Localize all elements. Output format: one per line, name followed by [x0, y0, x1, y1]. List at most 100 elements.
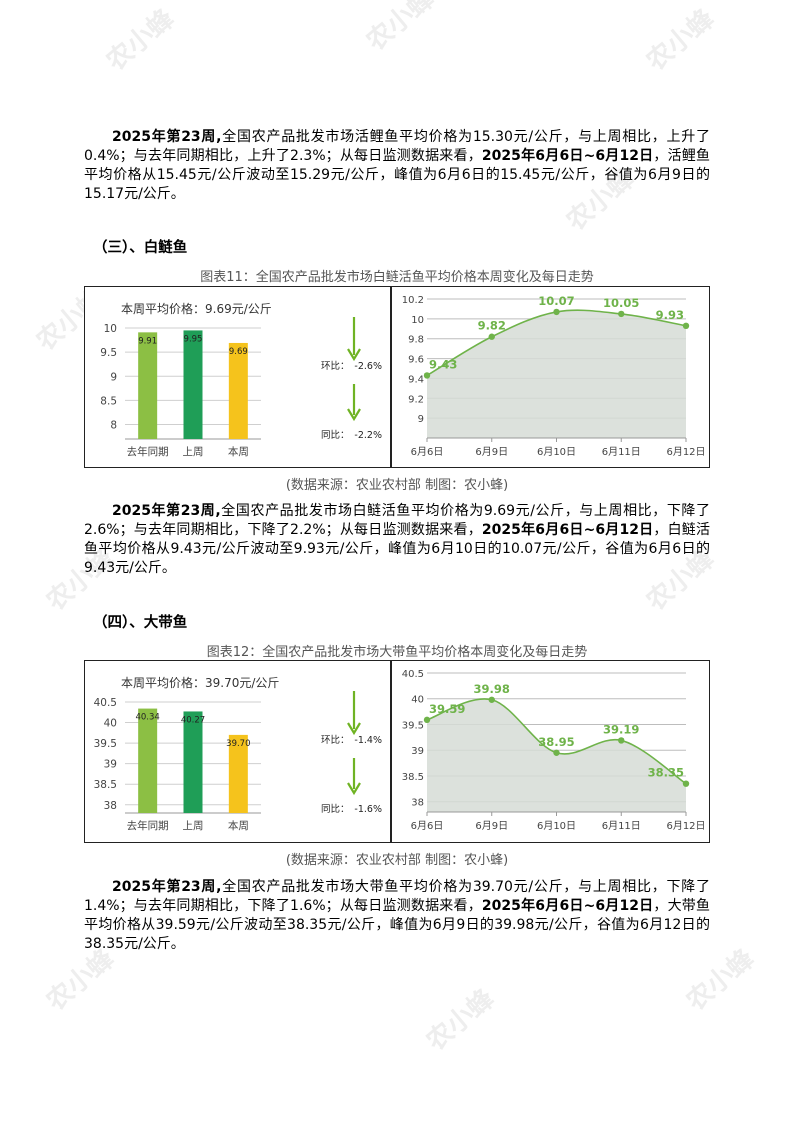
change-label: 同比：	[321, 429, 350, 441]
x-tick-label: 6月9日	[475, 446, 508, 458]
bar	[138, 708, 158, 813]
change-label: 环比：	[321, 360, 350, 372]
data-point	[682, 322, 690, 330]
y-tick-label: 38.5	[402, 772, 424, 783]
data-point	[488, 696, 495, 703]
bar	[183, 711, 203, 813]
data-point	[682, 780, 690, 787]
y-tick-label: 39	[411, 746, 424, 757]
y-tick-label: 40.5	[94, 697, 117, 709]
section-heading-silver-carp: （三）、白鲢鱼	[93, 240, 188, 256]
source-note: (数据来源：农业农村部 制图：农小蜂)	[285, 478, 509, 493]
para-text: ，活鲤鱼平均价格从15.45元/公斤波动至15.29元/公斤，峰值为6月6日的1…	[84, 148, 711, 202]
x-tick-label: 6月10日	[537, 820, 576, 832]
paragraph-silver-carp: 2025年第23周,全国农产品批发市场白鲢活鱼平均价格为9.69元/公斤，与上周…	[84, 502, 710, 578]
x-tick-label: 6月11日	[602, 820, 641, 832]
bar-value-label: 40.34	[135, 713, 159, 723]
bar	[138, 332, 158, 439]
y-tick-label: 9	[110, 371, 117, 383]
x-tick-label: 上周	[183, 820, 204, 832]
y-tick-label: 38	[104, 800, 117, 812]
bar-panel-hairtail: 本周平均价格：39.70元/公斤 38 38.5 39 39.5 40 40.5 40.34 去…	[84, 660, 391, 843]
x-tick-label: 去年同期	[127, 819, 169, 832]
data-value-label: 9.93	[656, 308, 684, 322]
arrow-head-icon	[347, 782, 361, 796]
data-value-label: 10.07	[538, 294, 574, 308]
para-text: ，大带鱼平均价格从39.59元/公斤波动至38.35元/公斤，峰值为6月9日的3…	[84, 898, 711, 952]
y-tick-label: 9.6	[408, 355, 424, 366]
bar	[228, 342, 248, 439]
y-tick-label: 9.4	[408, 374, 424, 385]
arrow-head-icon	[347, 408, 361, 422]
arrow-head-icon	[347, 348, 361, 362]
bar-value-label: 9.91	[138, 336, 157, 346]
y-tick-label: 9.8	[408, 335, 424, 346]
area-chart-hairtail: 38 38.5 39 39.5 40 40.5 39.59 6月6日 39.98 6月9日 38.9…	[402, 669, 706, 832]
bar	[183, 330, 203, 439]
x-tick-label: 6月6日	[411, 446, 444, 458]
data-value-label: 38.95	[538, 735, 574, 749]
data-value-label: 39.98	[474, 682, 510, 696]
data-value-label: 10.05	[603, 296, 639, 310]
para-text: ，白鲢活鱼平均价格从9.43元/公斤波动至9.93元/公斤，峰值为6月10日的1…	[84, 522, 711, 576]
x-tick-label: 6月12日	[666, 820, 705, 832]
y-tick-label: 9	[418, 414, 424, 425]
change-value: -2.6%	[354, 361, 382, 372]
change-value: -1.6%	[354, 804, 382, 815]
y-tick-label: 40	[411, 695, 424, 706]
chart-caption-11: 图表11：全国农产品批发市场白鲢活鱼平均价格本周变化及每日走势	[200, 270, 594, 285]
x-tick-label: 6月6日	[411, 820, 444, 832]
area-chart-silver-carp: 9 9.2 9.4 9.6 9.8 10 10.2 9.43 6月6日 9.82 6月9日 10.07…	[402, 294, 706, 458]
arrow-head-icon	[347, 722, 361, 736]
y-tick-label: 39.5	[402, 720, 424, 731]
bar-chart-hairtail: 本周平均价格：39.70元/公斤 38 38.5 39 39.5 40 40.5 40.34 去…	[94, 675, 382, 832]
y-tick-label: 38.5	[94, 779, 117, 791]
y-tick-label: 9.2	[408, 394, 424, 405]
y-tick-label: 8	[110, 420, 117, 432]
x-tick-label: 本周	[228, 445, 249, 458]
paragraph-hairtail: 2025年第23周,全国农产品批发市场大带鱼平均价格为39.70元/公斤，与上周…	[84, 878, 710, 954]
data-point	[618, 737, 625, 744]
para-bold-dates: 2025年6月6日~6月12日	[481, 522, 654, 538]
chart-caption-12: 图表12：全国农产品批发市场大带鱼平均价格本周变化及每日走势	[206, 645, 588, 660]
data-value-label: 9.82	[478, 319, 506, 333]
change-value: -2.2%	[354, 430, 382, 441]
line-panel-hairtail: 38 38.5 39 39.5 40 40.5 39.59 6月6日 39.98 6月9日 38.9…	[391, 660, 710, 843]
y-tick-label: 40.5	[402, 669, 424, 680]
data-point	[618, 310, 625, 318]
para-bold-week: 2025年第23周,	[112, 129, 222, 145]
y-tick-label: 40	[104, 718, 117, 730]
source-note: (数据来源：农业农村部 制图：农小蜂)	[285, 853, 509, 868]
para-text: 全国农产品批发市场白鲢活鱼平均价格为9.69元/公斤，与上周相比，下降了2.6%…	[84, 503, 711, 538]
bar-value-label: 9.95	[184, 334, 203, 344]
y-tick-label: 39.5	[94, 738, 117, 750]
y-tick-label: 8.5	[100, 395, 117, 407]
data-point	[423, 716, 431, 724]
bar-chart-title: 本周平均价格：39.70元/公斤	[121, 675, 279, 690]
bar-value-label: 9.69	[229, 347, 248, 357]
para-bold-week: 2025年第23周,	[112, 503, 221, 519]
x-tick-label: 去年同期	[127, 445, 169, 458]
data-point	[553, 308, 560, 316]
data-value-label: 39.19	[603, 722, 639, 736]
y-tick-label: 38	[411, 798, 424, 809]
bar-value-label: 40.27	[181, 715, 205, 725]
line-panel-silver-carp: 9 9.2 9.4 9.6 9.8 10 10.2 9.43 6月6日 9.82 6月9日 10.07…	[391, 286, 710, 468]
para-bold-dates: 2025年6月6日~6月12日	[481, 898, 654, 914]
y-tick-label: 10.2	[402, 295, 424, 306]
change-value: -1.4%	[354, 735, 382, 746]
x-tick-label: 6月9日	[475, 820, 508, 832]
x-tick-label: 6月12日	[666, 446, 705, 458]
y-tick-label: 39	[104, 759, 117, 771]
bar-chart-silver-carp: 本周平均价格：9.69元/公斤 8 8.5 9 9.5 10 9.91 去年同期 9.95 上周 9…	[100, 301, 382, 458]
area-fill	[427, 310, 686, 438]
bar-chart-title: 本周平均价格：9.69元/公斤	[121, 301, 272, 316]
x-tick-label: 6月10日	[537, 446, 576, 458]
data-value-label: 39.59	[429, 702, 465, 716]
y-tick-label: 9.5	[100, 347, 117, 359]
para-bold-week: 2025年第23周,	[112, 879, 222, 895]
x-tick-label: 上周	[183, 446, 204, 458]
y-tick-label: 10	[411, 315, 424, 326]
x-tick-label: 本周	[228, 819, 249, 832]
bar-value-label: 39.70	[226, 739, 250, 749]
